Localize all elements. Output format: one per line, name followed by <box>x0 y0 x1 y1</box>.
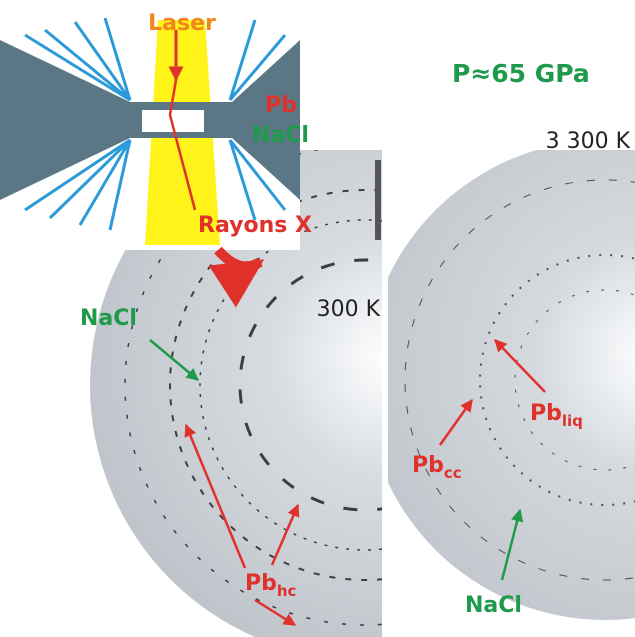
phase-label: NaCl <box>80 306 137 331</box>
temperature: 3 300 K <box>546 129 631 154</box>
medium-label: NaCl <box>252 123 309 148</box>
phase-name: Pb <box>245 571 277 596</box>
pressure: P≈65 GPa <box>452 59 590 88</box>
phase-subscript: liq <box>562 412 583 430</box>
schematic: Laser Pb NaCl Rayons X <box>0 0 312 266</box>
phase-subscript: cc <box>444 464 462 482</box>
phase-subscript: hc <box>277 582 297 600</box>
phase-name: Pb <box>412 453 444 478</box>
phase-name: Pb <box>530 401 562 426</box>
figure: Laser Pb NaCl Rayons X P≈65 GPa 3 300 K … <box>0 0 635 637</box>
phase-label: NaCl <box>465 593 522 618</box>
temperature: 300 K <box>317 297 381 322</box>
xrays-label: Rayons X <box>198 213 312 238</box>
laser-label: Laser <box>148 11 216 36</box>
right-pattern <box>365 140 635 620</box>
sample-label: Pb <box>265 93 297 118</box>
